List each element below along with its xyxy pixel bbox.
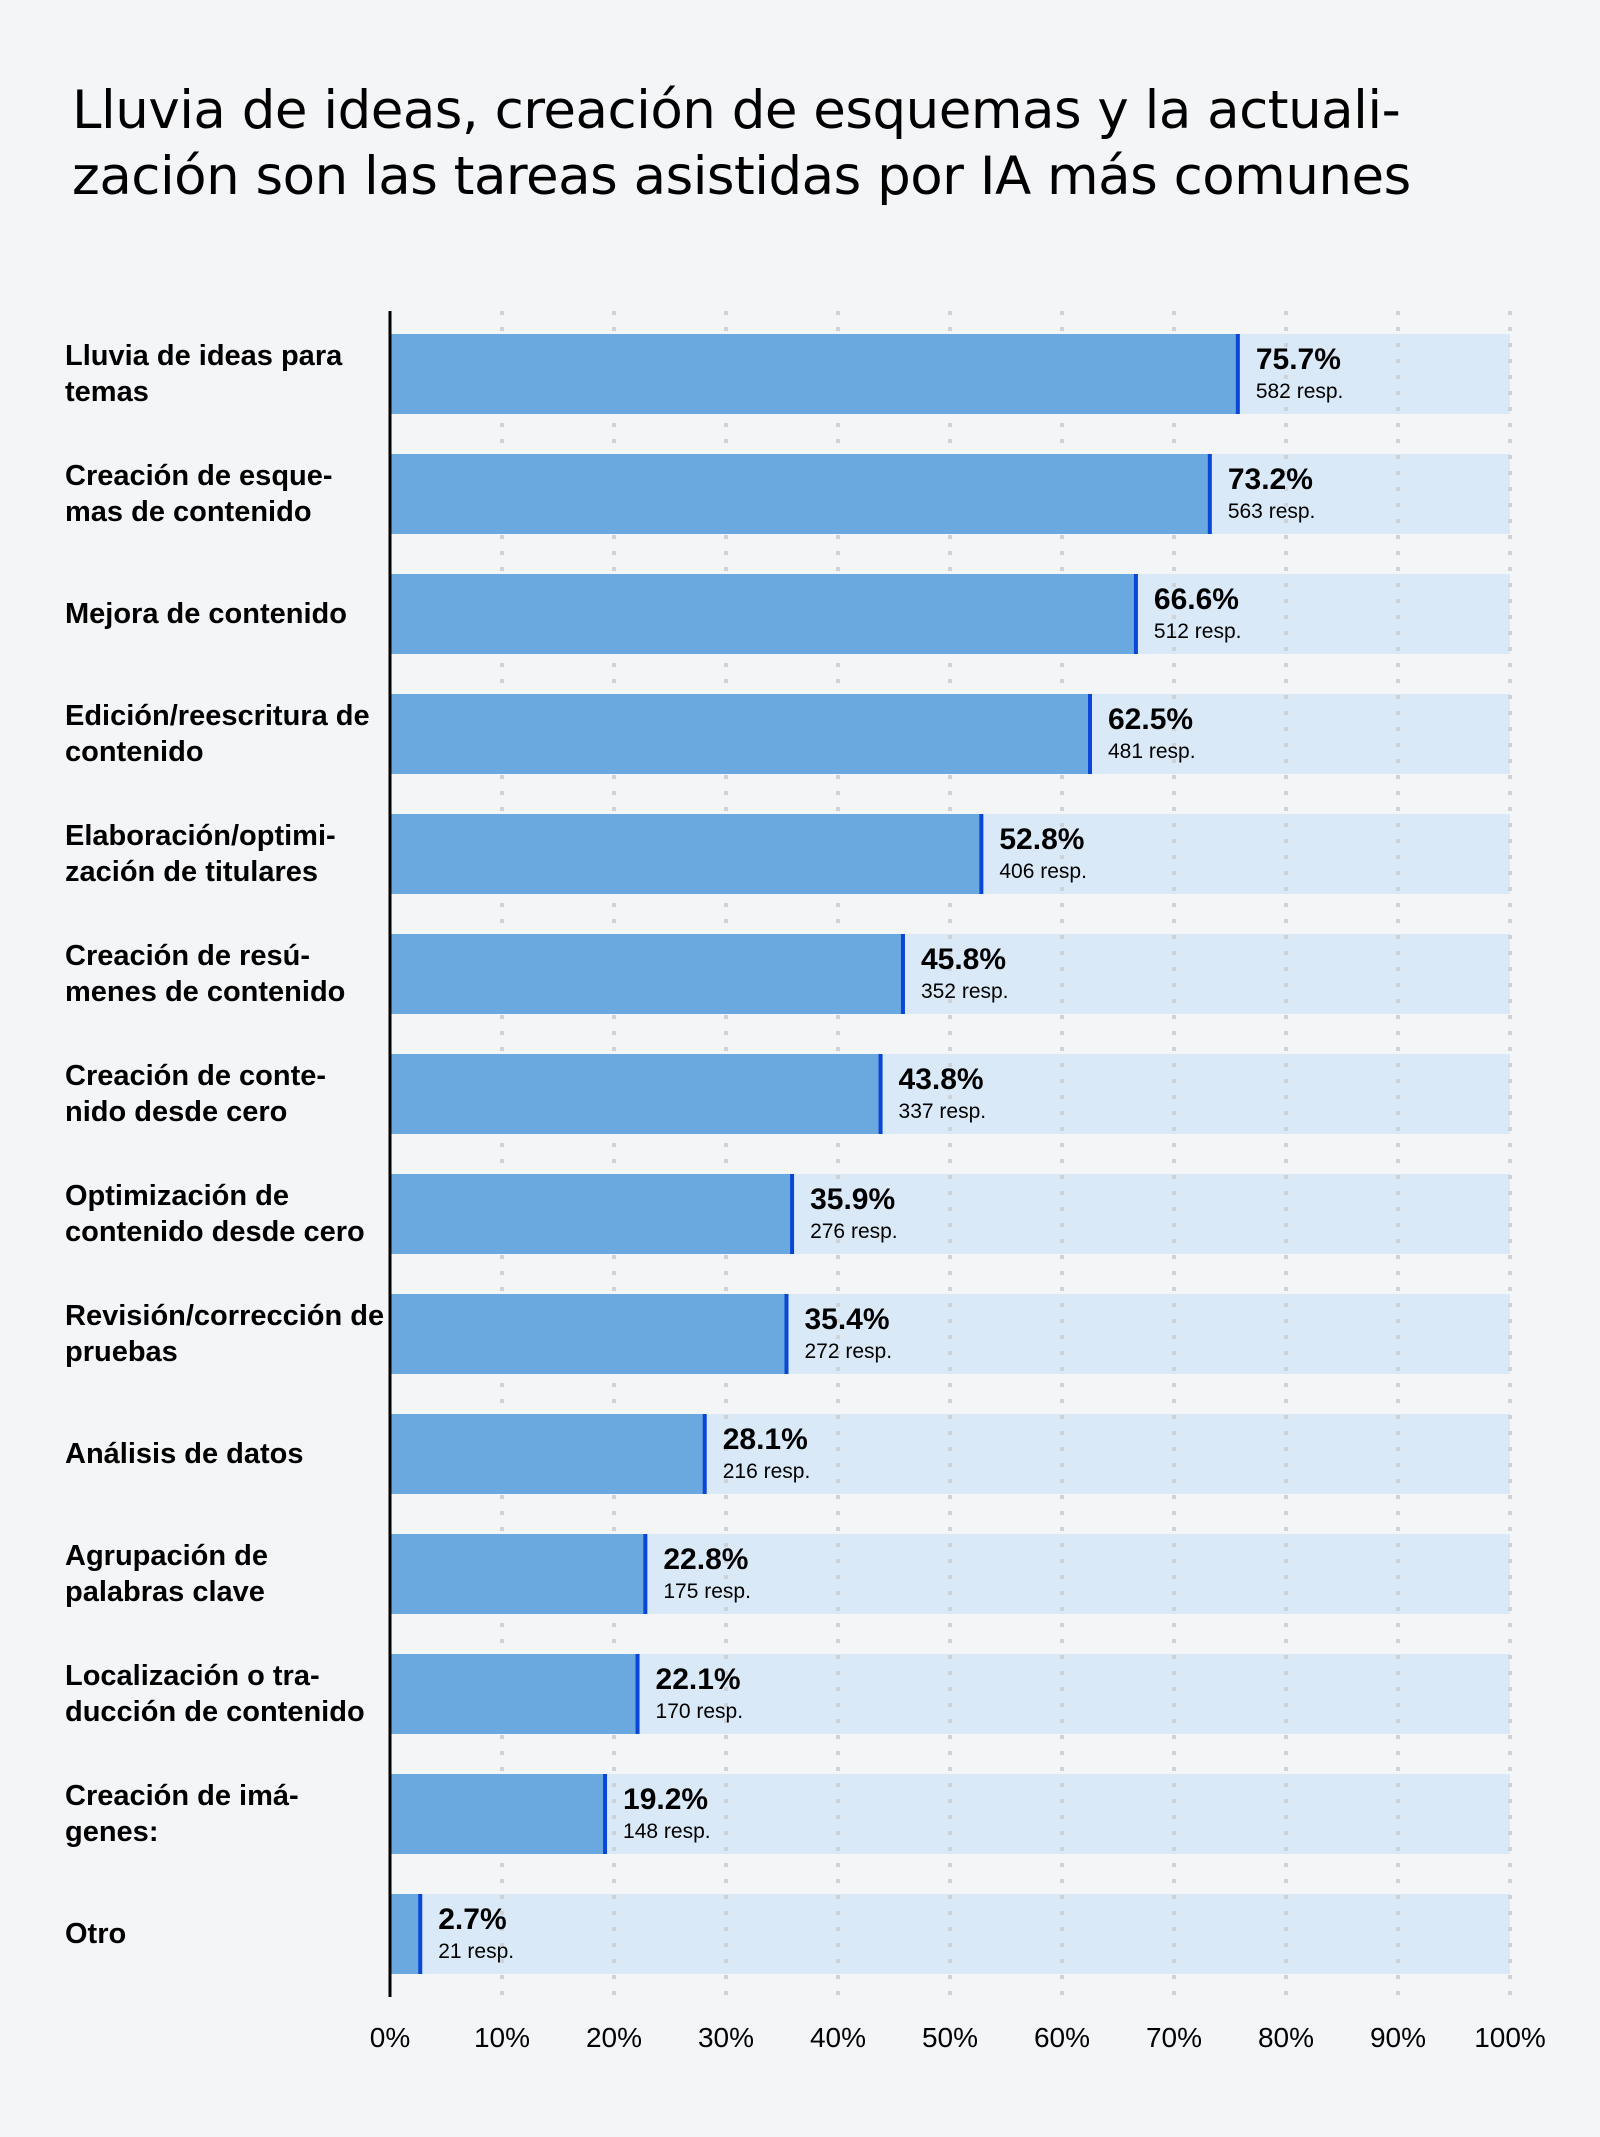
value-label: 75.7% — [1255, 343, 1341, 376]
bar-end-marker — [900, 934, 905, 1014]
x-tick-label: 100% — [1474, 2022, 1546, 2053]
bar — [390, 574, 1136, 654]
responses-label: 481 resp. — [1108, 740, 1196, 763]
responses-label: 406 resp. — [999, 860, 1087, 883]
title-line-1: Lluvia de ideas, creación de esquemas y … — [72, 80, 1401, 141]
value-label: 52.8% — [999, 823, 1085, 856]
value-label: 43.8% — [898, 1063, 984, 1096]
bar-end-marker — [1133, 574, 1138, 654]
responses-label: 175 resp. — [663, 1580, 751, 1603]
responses-label: 216 resp. — [722, 1460, 811, 1483]
category-label: Creación de imá- genes: — [65, 1780, 299, 1848]
responses-label: 148 resp. — [623, 1820, 711, 1843]
category-label: Creación de conte- nido desde cero — [65, 1060, 327, 1128]
bar-end-marker — [790, 1174, 795, 1254]
bar — [390, 334, 1238, 414]
category-label: Localización o tra- ducción de contenido — [65, 1660, 365, 1728]
bar — [390, 1054, 881, 1134]
category-label: Otro — [65, 1918, 127, 1950]
value-label: 2.7% — [438, 1903, 507, 1936]
x-tick-label: 90% — [1369, 2022, 1427, 2053]
responses-label: 563 resp. — [1227, 500, 1316, 523]
x-tick-label: 50% — [921, 2022, 979, 2053]
category-label: Elaboración/optimi- zación de titulares — [65, 820, 336, 888]
bar-end-marker — [1088, 694, 1092, 774]
bar-end-marker — [635, 1654, 640, 1734]
x-tick-label: 70% — [1145, 2022, 1203, 2053]
x-tick-label: 40% — [809, 2022, 867, 2053]
responses-label: 276 resp. — [810, 1220, 898, 1243]
x-tick-label: 30% — [697, 2022, 755, 2053]
x-tick-label: 0% — [369, 2022, 411, 2053]
bar-end-marker — [784, 1294, 789, 1374]
bar-end-marker — [702, 1414, 707, 1494]
category-label: Mejora de contenido — [65, 598, 347, 630]
value-label: 62.5% — [1108, 703, 1194, 736]
bar-end-marker — [878, 1054, 883, 1134]
bar — [390, 1894, 421, 1974]
bar — [390, 1774, 606, 1854]
x-tick-label: 80% — [1257, 2022, 1315, 2053]
x-tick-label: 60% — [1033, 2022, 1091, 2053]
bar — [390, 1174, 793, 1254]
bar-end-marker — [979, 814, 984, 894]
title-line-2: zación son las tareas asistidas por IA m… — [72, 146, 1411, 207]
chart-title: Lluvia de ideas, creación de esquemas y … — [72, 78, 1552, 210]
bar — [390, 934, 903, 1014]
responses-label: 337 resp. — [898, 1100, 987, 1123]
bar — [390, 1654, 638, 1734]
bar-end-marker — [603, 1774, 608, 1854]
value-label: 35.4% — [804, 1303, 890, 1336]
responses-label: 21 resp. — [438, 1940, 515, 1963]
bar-end-marker — [1235, 334, 1240, 414]
bar-end-marker — [1207, 454, 1212, 534]
category-label: Creación de resú- menes de contenido — [65, 940, 346, 1008]
value-label: 73.2% — [1227, 463, 1313, 496]
category-label: Optimización de contenido desde cero — [65, 1180, 365, 1248]
bar-end-marker — [418, 1894, 423, 1974]
category-label: Agrupación de palabras clave — [65, 1540, 269, 1608]
value-label: 66.6% — [1153, 583, 1239, 616]
value-label: 28.1% — [722, 1423, 808, 1456]
value-label: 22.1% — [655, 1663, 741, 1696]
x-tick-label: 20% — [585, 2022, 643, 2053]
category-label: Lluvia de ideas para temas — [65, 340, 343, 408]
category-label: Análisis de datos — [65, 1438, 304, 1470]
bar — [390, 694, 1090, 774]
bar — [390, 1414, 705, 1494]
responses-label: 512 resp. — [1153, 620, 1242, 643]
category-label: Revisión/corrección de pruebas — [65, 1300, 385, 1368]
responses-label: 582 resp. — [1255, 380, 1344, 403]
responses-label: 170 resp. — [655, 1700, 744, 1723]
category-label: Creación de esque- mas de contenido — [65, 460, 333, 528]
bar — [390, 1534, 646, 1614]
category-label: Edición/reescritura de contenido — [65, 700, 370, 768]
x-tick-label: 10% — [473, 2022, 531, 2053]
value-label: 35.9% — [810, 1183, 896, 1216]
responses-label: 352 resp. — [920, 980, 1009, 1003]
bar — [390, 814, 982, 894]
value-label: 19.2% — [623, 1783, 709, 1816]
bar — [390, 1294, 787, 1374]
value-label: 22.8% — [663, 1543, 749, 1576]
value-label: 45.8% — [920, 943, 1007, 976]
responses-label: 272 resp. — [804, 1340, 893, 1363]
bar-end-marker — [643, 1534, 648, 1614]
bar — [390, 454, 1210, 534]
